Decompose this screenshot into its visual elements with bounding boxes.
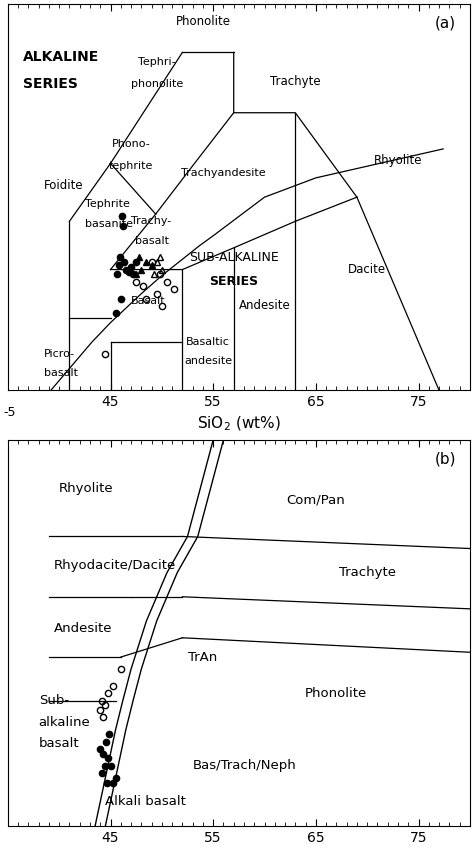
Text: Alkali basalt: Alkali basalt <box>105 796 186 808</box>
Text: SERIES: SERIES <box>209 275 258 288</box>
Text: Bas/Trach/Neph: Bas/Trach/Neph <box>192 759 296 772</box>
Text: Andesite: Andesite <box>54 621 112 635</box>
Text: Basaltic: Basaltic <box>186 337 230 347</box>
Text: tephrite: tephrite <box>109 160 153 171</box>
Text: Rhyolite: Rhyolite <box>59 481 114 495</box>
Text: Trachyte: Trachyte <box>338 566 396 579</box>
Text: phonolite: phonolite <box>130 79 183 89</box>
Text: Trachy-: Trachy- <box>131 216 172 227</box>
Text: basalt: basalt <box>44 368 78 379</box>
Text: Rhyodacite/Dacite: Rhyodacite/Dacite <box>54 559 176 572</box>
Text: Tephrite: Tephrite <box>85 200 130 210</box>
Text: basalt: basalt <box>135 236 169 245</box>
Text: Rhyolite: Rhyolite <box>374 155 422 167</box>
Text: SERIES: SERIES <box>23 76 78 91</box>
Text: Trachyandesite: Trachyandesite <box>181 168 266 178</box>
Text: Tephri-: Tephri- <box>138 57 175 67</box>
Text: Phonolite: Phonolite <box>305 687 367 700</box>
Text: Sub-: Sub- <box>39 694 69 707</box>
Text: Phonolite: Phonolite <box>175 14 230 27</box>
Text: Andesite: Andesite <box>238 299 291 312</box>
Text: SUB-ALKALINE: SUB-ALKALINE <box>189 251 279 264</box>
Text: Dacite: Dacite <box>348 263 386 276</box>
Text: Com/Pan: Com/Pan <box>286 494 345 507</box>
Text: -5: -5 <box>3 406 16 419</box>
Text: Foidite: Foidite <box>44 178 83 192</box>
Text: basanite: basanite <box>85 219 133 228</box>
Text: basalt: basalt <box>39 738 79 751</box>
Text: TrAn: TrAn <box>188 650 217 664</box>
Text: (b): (b) <box>435 452 456 467</box>
Text: alkaline: alkaline <box>39 716 91 728</box>
Text: (a): (a) <box>435 16 456 31</box>
Text: ALKALINE: ALKALINE <box>23 50 100 65</box>
Text: Trachyte: Trachyte <box>270 75 320 87</box>
Text: Basalt: Basalt <box>131 296 166 306</box>
Text: andesite: andesite <box>184 357 232 366</box>
Text: Phono-: Phono- <box>112 139 150 149</box>
Text: Picro-: Picro- <box>44 349 75 359</box>
X-axis label: SiO$_2$ (wt%): SiO$_2$ (wt%) <box>197 414 281 433</box>
